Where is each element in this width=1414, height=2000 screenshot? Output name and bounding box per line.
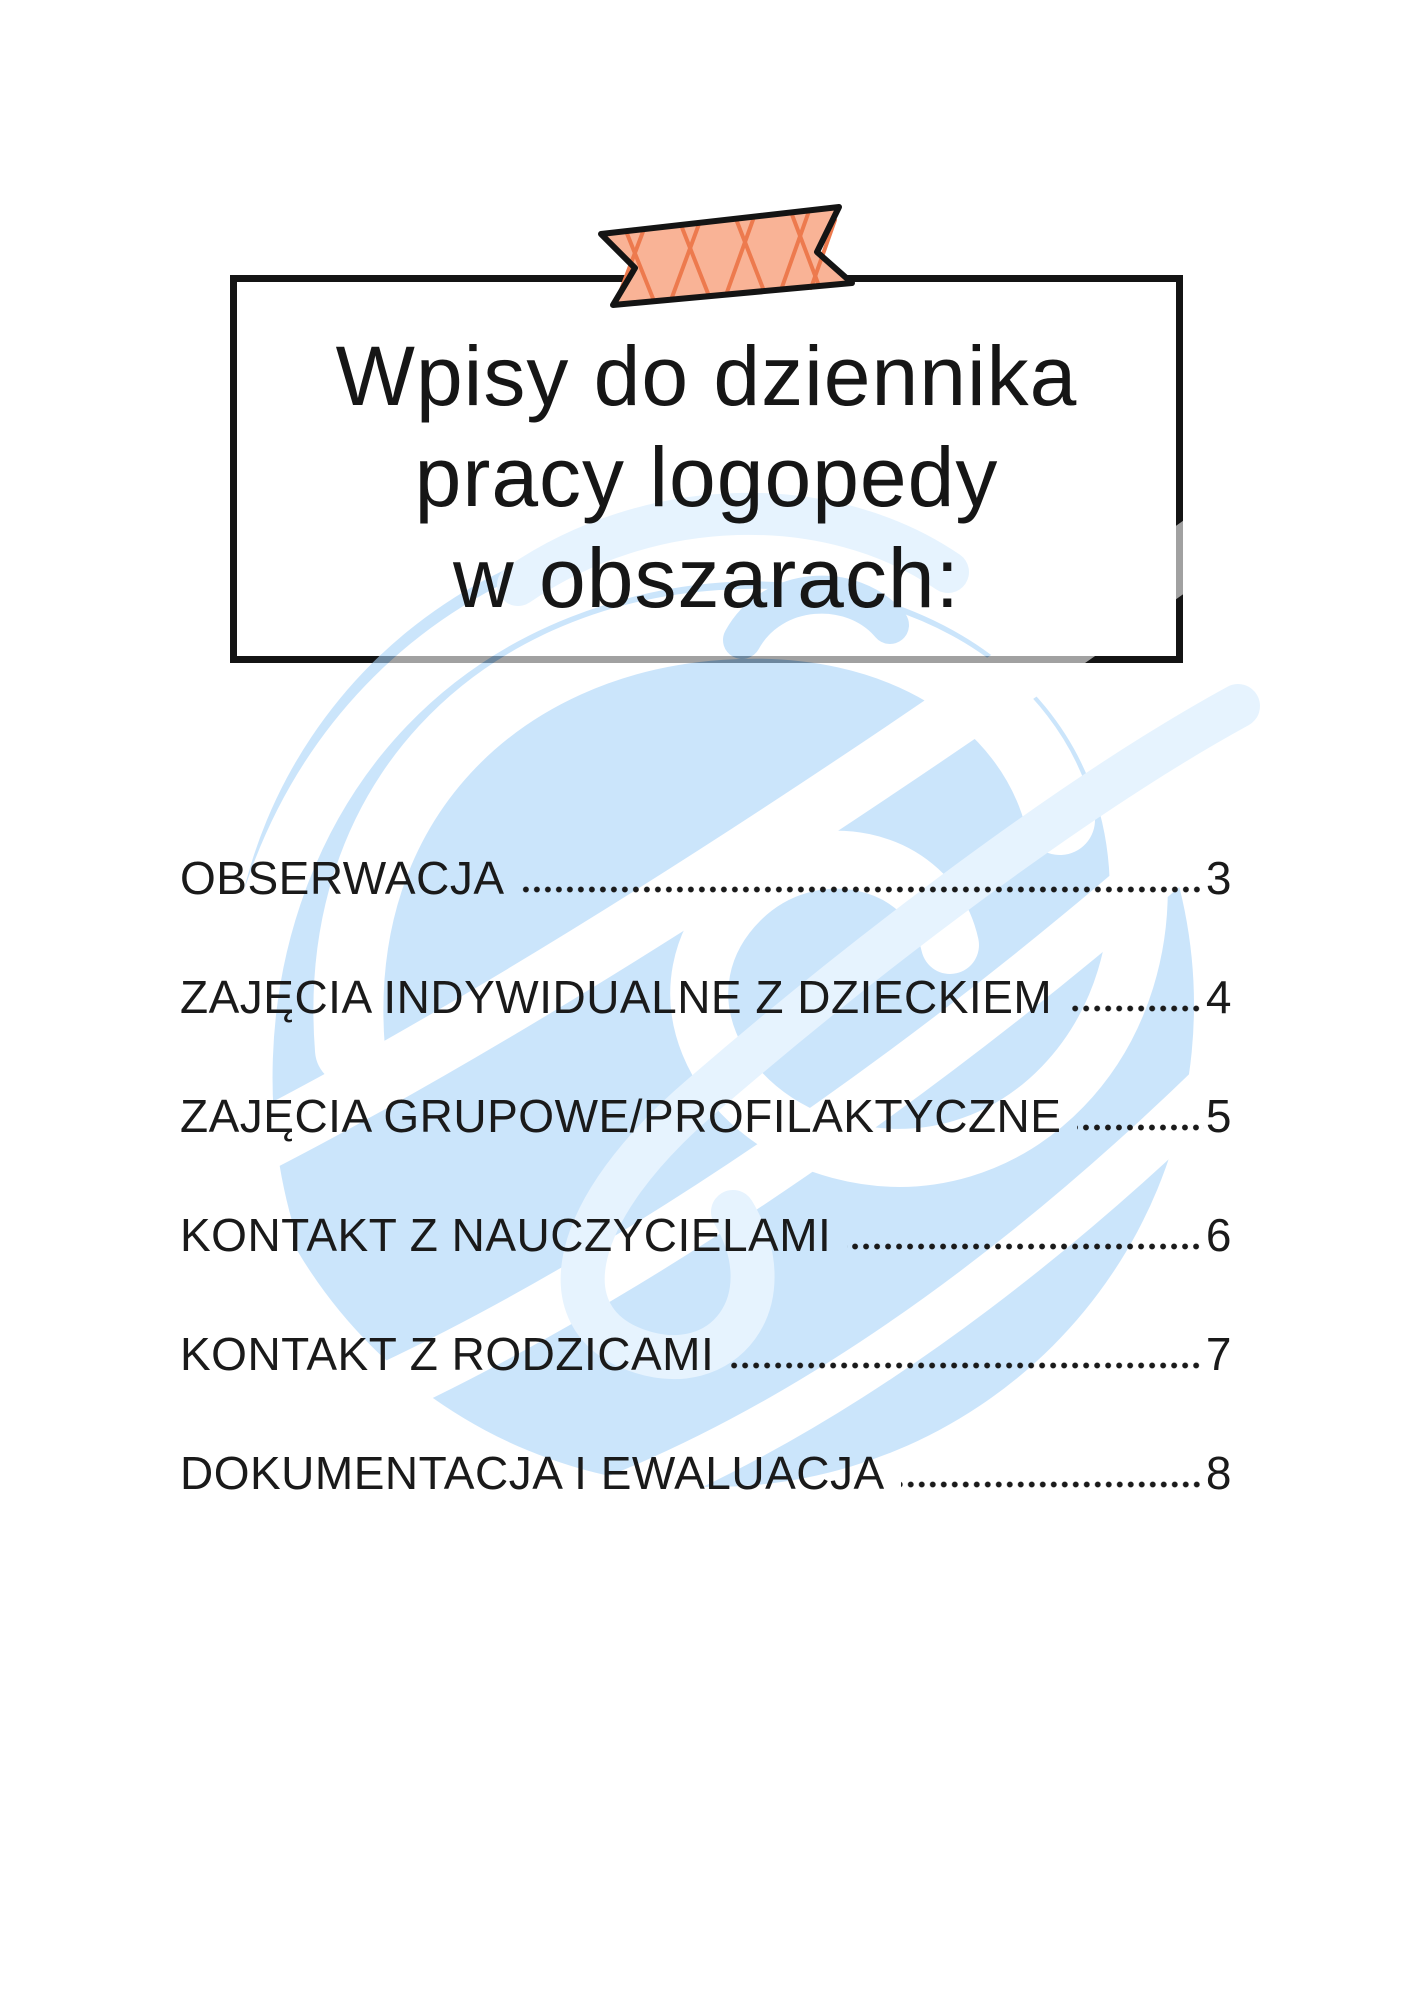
toc-page-number: 8: [1205, 1447, 1232, 1499]
dot-leader: [1068, 1005, 1204, 1012]
toc-row-obserwacja: OBSERWACJA 3: [180, 851, 1232, 905]
toc-row-zajecia-indywidualne: ZAJĘCIA INDYWIDUALNE Z DZIECKIEM 4: [180, 970, 1232, 1024]
title-line-3: w obszarach:: [453, 531, 960, 625]
dot-leader: [520, 886, 1204, 893]
toc-page-number: 4: [1205, 971, 1232, 1023]
dot-leader: [900, 1481, 1204, 1488]
dot-leader: [1077, 1124, 1204, 1131]
table-of-contents: OBSERWACJA 3 ZAJĘCIA INDYWIDUALNE Z DZIE…: [180, 851, 1232, 1565]
toc-label: OBSERWACJA: [180, 852, 505, 904]
title-line-1: Wpisy do dziennika: [335, 329, 1078, 423]
toc-page-number: 7: [1205, 1328, 1232, 1380]
toc-page-number: 3: [1205, 852, 1232, 904]
title-line-2: pracy logopedy: [414, 430, 999, 524]
dot-leader: [730, 1362, 1204, 1369]
toc-label: KONTAKT Z RODZICAMI: [180, 1328, 715, 1380]
toc-label: KONTAKT Z NAUCZYCIELAMI: [180, 1209, 832, 1261]
toc-row-kontakt-nauczyciele: KONTAKT Z NAUCZYCIELAMI 6: [180, 1208, 1232, 1262]
toc-row-kontakt-rodzice: KONTAKT Z RODZICAMI 7: [180, 1327, 1232, 1381]
page-title: Wpisy do dziennika pracy logopedy w obsz…: [230, 326, 1183, 629]
toc-label: ZAJĘCIA INDYWIDUALNE Z DZIECKIEM: [180, 971, 1053, 1023]
toc-row-zajecia-grupowe: ZAJĘCIA GRUPOWE/PROFILAKTYCZNE 5: [180, 1089, 1232, 1143]
toc-page-number: 6: [1205, 1209, 1232, 1261]
dot-leader: [847, 1243, 1204, 1250]
toc-label: ZAJĘCIA GRUPOWE/PROFILAKTYCZNE: [180, 1090, 1062, 1142]
toc-row-dokumentacja: DOKUMENTACJA I EWALUACJA 8: [180, 1446, 1232, 1500]
toc-page-number: 5: [1205, 1090, 1232, 1142]
toc-label: DOKUMENTACJA I EWALUACJA: [180, 1447, 885, 1499]
